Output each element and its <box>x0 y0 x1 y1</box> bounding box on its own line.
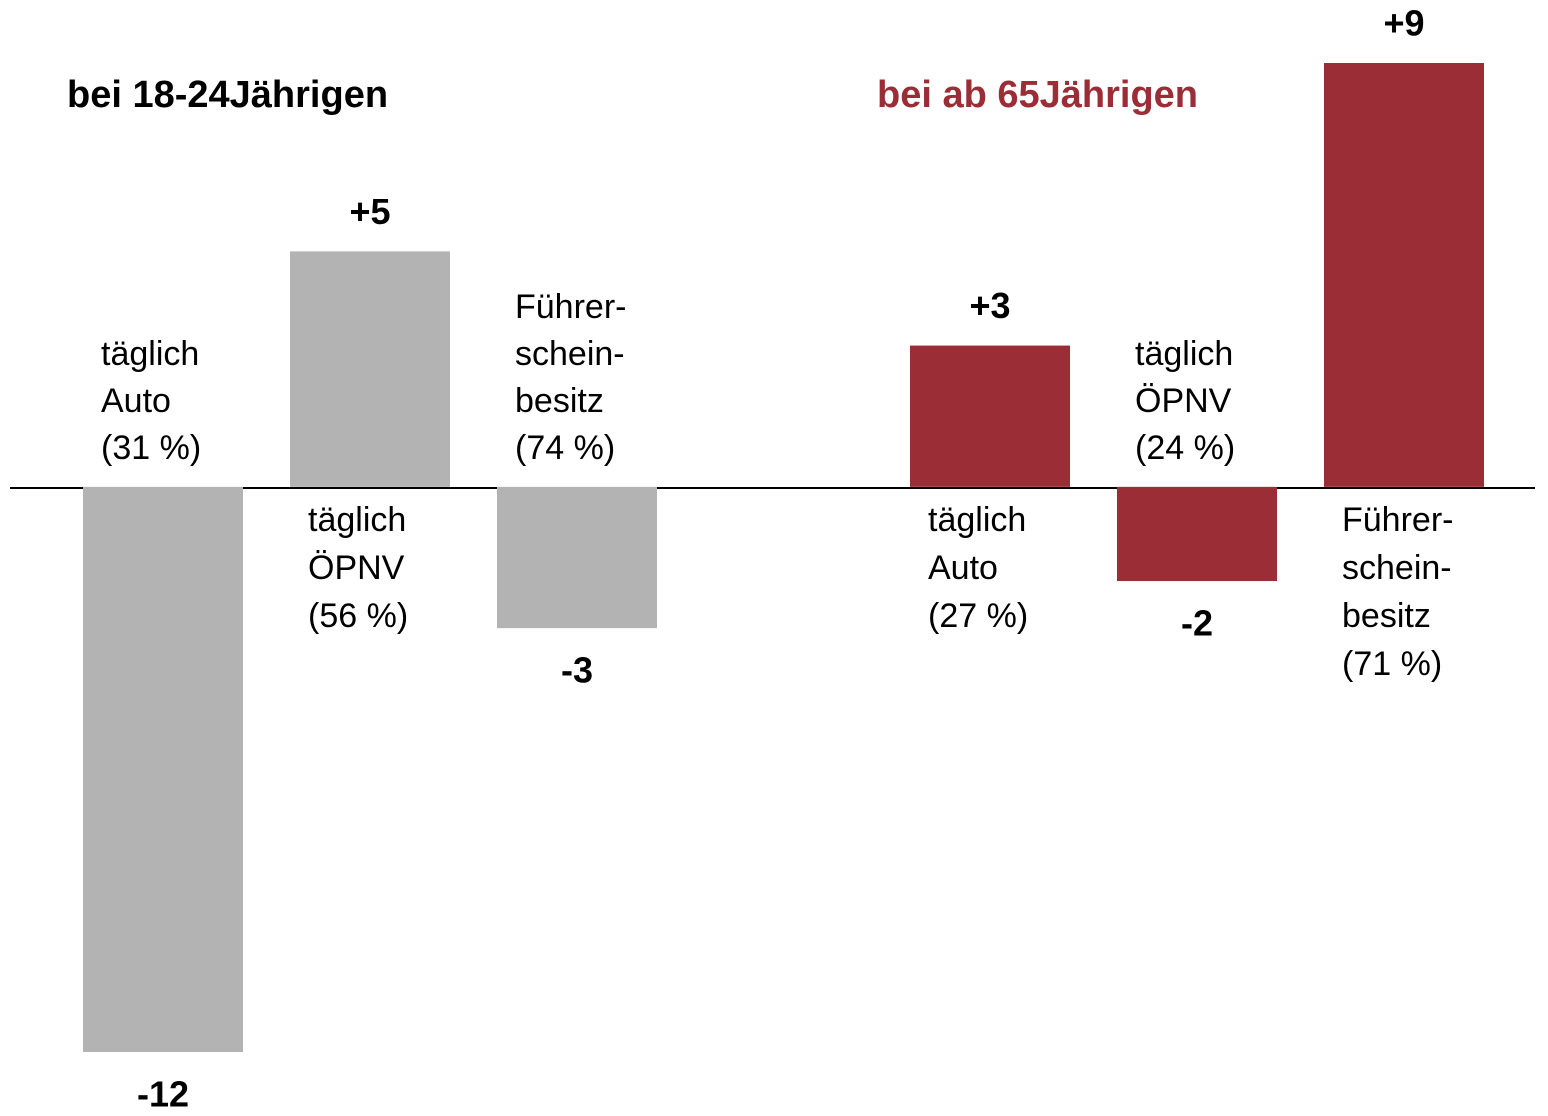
group-title: bei ab 65Jährigen <box>877 74 1198 116</box>
category-label: besitz <box>1342 597 1431 635</box>
category-label: ÖPNV <box>1135 382 1232 420</box>
category-label: (74 %) <box>515 429 615 467</box>
bar <box>1324 63 1484 487</box>
category-label: Auto <box>928 549 998 587</box>
category-label: Auto <box>101 382 171 420</box>
category-label: (27 %) <box>928 597 1028 635</box>
category-label: täglich <box>1135 335 1233 373</box>
category-label: schein- <box>515 335 625 373</box>
category-label: (71 %) <box>1342 645 1442 683</box>
value-label: +9 <box>1383 3 1424 44</box>
bar <box>910 345 1070 487</box>
bar <box>290 251 450 487</box>
category-label: Führer- <box>1342 501 1453 539</box>
category-label: täglich <box>928 501 1026 539</box>
category-label: (56 %) <box>308 597 408 635</box>
category-label: täglich <box>101 335 199 373</box>
category-label: besitz <box>515 382 604 420</box>
value-label: -2 <box>1181 603 1213 644</box>
category-label: täglich <box>308 501 406 539</box>
value-label: +5 <box>349 191 390 232</box>
category-label: schein- <box>1342 549 1452 587</box>
group-title: bei 18-24Jährigen <box>67 74 388 116</box>
category-label: (31 %) <box>101 429 201 467</box>
category-label: ÖPNV <box>308 549 405 587</box>
bar <box>83 486 243 1052</box>
bar <box>497 486 657 629</box>
category-label: Führer- <box>515 288 626 326</box>
value-label: -12 <box>137 1074 189 1115</box>
value-label: +3 <box>969 285 1010 326</box>
bar <box>1117 486 1277 582</box>
category-label: (24 %) <box>1135 429 1235 467</box>
value-label: -3 <box>561 650 593 691</box>
